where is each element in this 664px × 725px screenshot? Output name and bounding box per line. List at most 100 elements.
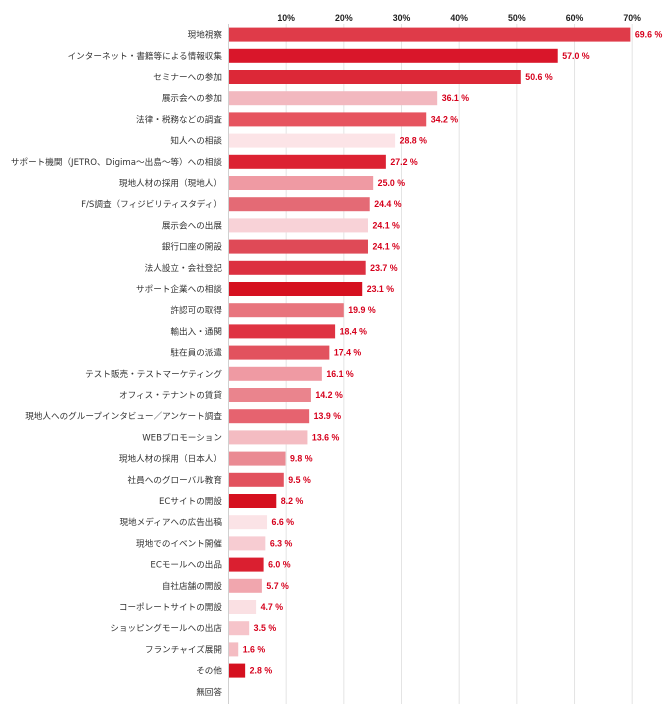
bar: [229, 70, 521, 84]
category-label: ECサイトの開設: [159, 495, 222, 507]
bar: [229, 472, 284, 487]
category-labels: 現地視察インターネット・書籍等による情報収集セミナーへの参加展示会への参加法律・…: [11, 29, 223, 698]
category-label: オフィス・テナントの賃貸: [119, 389, 222, 401]
x-tick-label: 60%: [566, 13, 584, 23]
bar: [229, 260, 366, 275]
bar: [229, 176, 374, 190]
value-label: 57.0 %: [562, 51, 590, 61]
value-label: 24.4 %: [374, 199, 402, 209]
value-label: 17.4 %: [334, 348, 362, 358]
value-label: 3.5 %: [254, 623, 277, 633]
bar: [229, 409, 310, 424]
value-label: 50.6 %: [525, 72, 553, 82]
bar: [229, 345, 330, 360]
value-label: 34.2 %: [431, 114, 459, 124]
category-label: 現地視察: [188, 29, 223, 41]
x-axis-ticks: 10% 20% 30% 40% 50% 60% 70%: [277, 13, 641, 23]
value-label: 8.2 %: [281, 496, 304, 506]
bar: [229, 515, 268, 530]
value-label: 4.7 %: [261, 602, 284, 612]
value-label: 5.7 %: [266, 581, 289, 591]
value-label: 6.6 %: [272, 517, 295, 527]
category-label: 知人への相談: [170, 135, 222, 147]
category-label: 無回答: [196, 686, 222, 698]
category-label: フランチャイズ展開: [145, 643, 222, 655]
bar: [229, 642, 239, 657]
bar: [229, 494, 277, 508]
x-tick-label: 20%: [335, 13, 353, 23]
bar: [229, 663, 246, 678]
value-label: 16.1 %: [326, 369, 354, 379]
value-label: 24.1 %: [372, 220, 400, 230]
value-label: 9.5 %: [288, 475, 311, 485]
category-label: 現地メディアへの広告出稿: [119, 516, 222, 528]
category-label: サポート機関（JETRO、Digima～出島～等）への相談: [11, 156, 223, 168]
bar: [229, 578, 262, 593]
bar: [229, 239, 368, 254]
category-label: F/S調査（フィジビリティスタディ）: [81, 198, 222, 210]
bar: [229, 303, 344, 318]
value-label: 6.0 %: [268, 560, 291, 570]
bar: [229, 451, 286, 466]
bar: [229, 621, 250, 636]
category-label: インターネット・書籍等による情報収集: [68, 50, 223, 62]
x-tick-label: 10%: [277, 13, 295, 23]
value-label: 13.9 %: [314, 411, 342, 421]
bars: [229, 27, 631, 678]
category-label: 駐在員の派遣: [170, 347, 222, 359]
value-label: 1.6 %: [243, 644, 266, 654]
category-label: その他: [196, 665, 222, 677]
bar: [229, 600, 257, 614]
value-label: 28.8 %: [400, 136, 428, 146]
bar: [229, 282, 363, 296]
category-label: 現地人へのグループインタビュー／アンケート調査: [25, 410, 222, 422]
x-tick-label: 70%: [623, 13, 641, 23]
bar: [229, 366, 322, 381]
x-tick-label: 50%: [508, 13, 526, 23]
value-label: 25.0 %: [378, 178, 406, 188]
value-label: 14.2 %: [315, 390, 343, 400]
bar: [229, 197, 370, 212]
bar: [229, 557, 264, 572]
category-label: テスト販売・テストマーケティング: [85, 368, 222, 380]
category-label: 現地人材の採用（日本人）: [119, 453, 222, 465]
value-label: 2.8 %: [250, 666, 273, 676]
bar: [229, 133, 396, 148]
bar: [229, 48, 558, 63]
x-tick-label: 40%: [450, 13, 468, 23]
category-label: 社員へのグローバル教育: [128, 474, 223, 486]
category-label: ショッピングモールへの出店: [110, 622, 222, 634]
category-label: 銀行口座の開設: [162, 241, 223, 253]
value-label: 18.4 %: [340, 326, 368, 336]
category-label: ECモールへの出品: [150, 559, 222, 571]
bar: [229, 91, 438, 106]
category-label: 法人設立・会社登記: [145, 262, 223, 274]
value-labels: 69.6 % 57.0 % 50.6 % 36.1 % 34.2 % 28.8 % 27.2…: [243, 30, 663, 676]
category-label: 現地でのイベント開催: [136, 537, 222, 549]
bar: [229, 430, 308, 445]
bar: [229, 536, 266, 551]
value-label: 23.1 %: [367, 284, 395, 294]
x-tick-label: 30%: [393, 13, 411, 23]
category-label: 展示会への出展: [162, 219, 223, 231]
value-label: 13.6 %: [312, 432, 340, 442]
category-label: コーポレートサイトの開設: [119, 601, 223, 613]
category-label: 許認可の取得: [170, 304, 222, 316]
value-label: 19.9 %: [348, 305, 376, 315]
category-label: サポート企業への相談: [136, 283, 222, 295]
value-label: 69.6 %: [635, 30, 663, 40]
value-label: 24.1 %: [372, 242, 400, 252]
value-label: 23.7 %: [370, 263, 398, 273]
value-label: 27.2 %: [390, 157, 418, 167]
value-label: 6.3 %: [270, 538, 293, 548]
category-label: 輸出入・通関: [170, 325, 222, 337]
category-label: 自社店舗の開設: [162, 580, 223, 592]
bar: [229, 112, 427, 127]
bar: [229, 324, 336, 339]
category-label: 法律・税務などの調査: [136, 113, 222, 125]
bar: [229, 154, 386, 169]
value-label: 9.8 %: [290, 454, 313, 464]
category-label: 展示会への参加: [162, 92, 222, 104]
category-label: セミナーへの参加: [153, 71, 222, 83]
